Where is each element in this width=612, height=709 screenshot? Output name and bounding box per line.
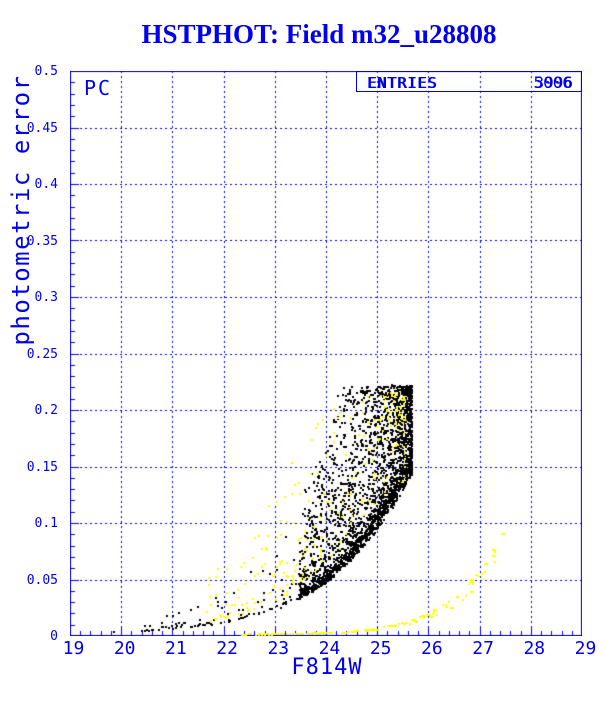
y-axis-label: photometric error — [7, 74, 35, 346]
y-tick-label: 0.15 — [26, 459, 58, 475]
x-tick-label: 22 — [216, 638, 238, 659]
y-tick-label: 0.25 — [26, 346, 58, 362]
chip-label: PC — [84, 76, 113, 100]
x-tick-label: 27 — [472, 638, 494, 659]
y-tick-label: 0 — [50, 629, 58, 644]
x-tick-label: 26 — [421, 638, 443, 659]
x-tick-label: 21 — [165, 638, 187, 659]
entries-label: ENTRIES — [367, 74, 438, 92]
x-tick-label: 25 — [369, 638, 392, 659]
y-tick-label: 0.2 — [34, 403, 58, 418]
page-title: HSTPHOT: Field m32_u28808 — [141, 19, 497, 49]
y-tick-label: 0.1 — [34, 516, 58, 531]
x-axis-label: F814W — [291, 655, 363, 680]
x-tick-label: 20 — [113, 638, 136, 659]
x-tick-label: 28 — [523, 638, 546, 659]
entries-box: ENTRIES 3996 5006 — [356, 71, 582, 92]
y-tick-label: 0.05 — [26, 572, 58, 588]
entries-value-black: 3996 — [534, 73, 573, 92]
x-tick-label: 19 — [62, 638, 85, 659]
x-tick-label: 23 — [267, 638, 290, 659]
entries-value-yellow: 5006 — [533, 73, 572, 92]
plot-canvas — [70, 71, 582, 636]
x-tick-label: 29 — [574, 638, 597, 659]
